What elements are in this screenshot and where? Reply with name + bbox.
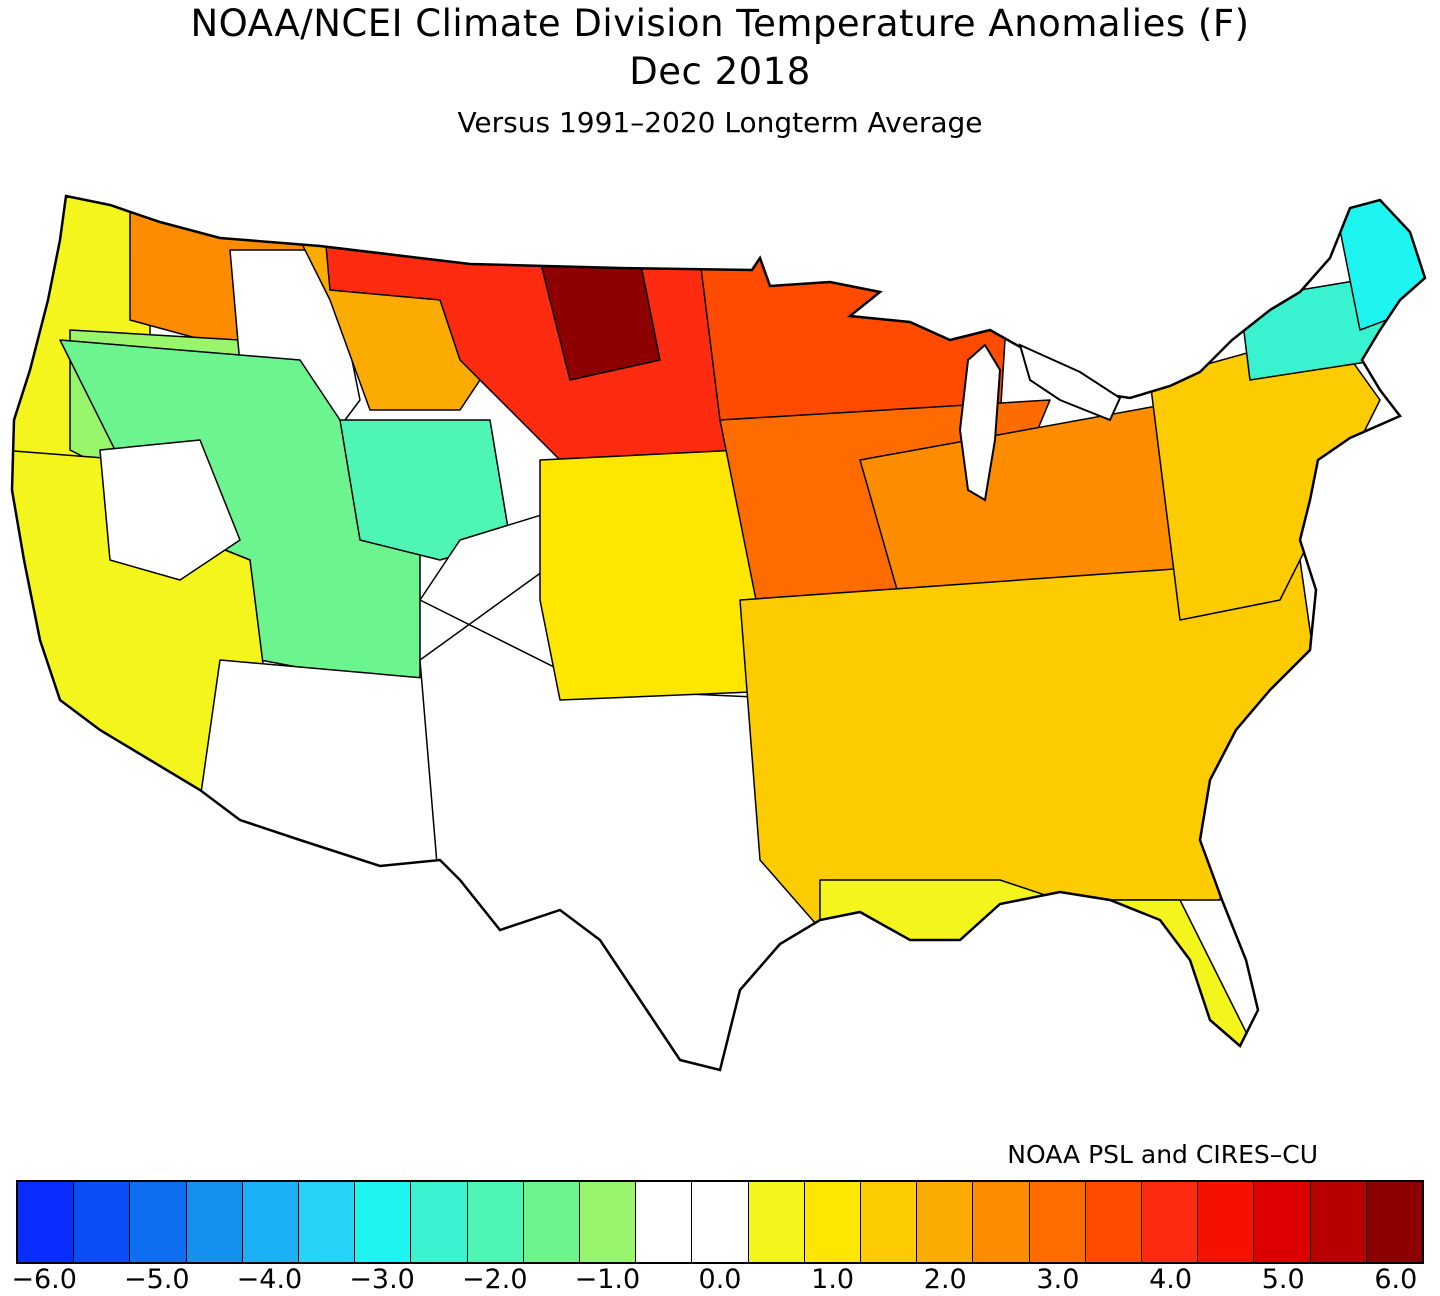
legend-swatch bbox=[636, 1182, 693, 1262]
legend-tick-label: −4.0 bbox=[236, 1264, 303, 1295]
legend-swatch bbox=[1254, 1182, 1311, 1262]
color-legend-ticks: −6.0 −5.0 −4.0 −3.0 −2.0 −1.0 0.0 1.0 2.0 3.0 4.0 5… bbox=[0, 1264, 1440, 1296]
legend-swatch bbox=[692, 1182, 749, 1262]
legend-swatch bbox=[917, 1182, 974, 1262]
legend-tick-label: −3.0 bbox=[349, 1264, 415, 1295]
legend-swatch bbox=[355, 1182, 412, 1262]
region-nevada-utah-desert bbox=[99, 439, 241, 581]
us-anomaly-map bbox=[10, 194, 1427, 1072]
map-subtitle: Versus 1991–2020 Longterm Average bbox=[457, 106, 983, 139]
legend-swatch bbox=[1310, 1182, 1367, 1262]
legend-swatch bbox=[1198, 1182, 1255, 1262]
legend-swatch bbox=[18, 1182, 75, 1262]
legend-swatch bbox=[242, 1182, 300, 1262]
legend-swatch bbox=[804, 1182, 862, 1262]
legend-swatch bbox=[299, 1182, 356, 1262]
legend-swatch bbox=[861, 1182, 918, 1262]
legend-tick-label: 3.0 bbox=[1036, 1264, 1080, 1295]
credit-label: NOAA PSL and CIRES–CU bbox=[1007, 1140, 1318, 1169]
lake-michigan bbox=[958, 343, 1002, 502]
legend-swatch bbox=[74, 1182, 131, 1262]
color-legend-bar bbox=[16, 1180, 1424, 1264]
legend-swatch bbox=[1085, 1182, 1143, 1262]
legend-tick-label: 5.0 bbox=[1261, 1264, 1305, 1295]
lake-great-lakes-east bbox=[1018, 343, 1122, 422]
legend-tick-label: −6.0 bbox=[11, 1264, 77, 1295]
legend-swatch bbox=[411, 1182, 468, 1262]
legend-swatch bbox=[1029, 1182, 1086, 1262]
legend-swatch bbox=[467, 1182, 524, 1262]
legend-tick-label: 6.0 bbox=[1374, 1264, 1418, 1295]
legend-tick-label: 0.0 bbox=[698, 1264, 742, 1295]
legend-swatch bbox=[580, 1182, 637, 1262]
legend-swatch bbox=[973, 1182, 1030, 1262]
legend-swatch bbox=[186, 1182, 243, 1262]
map-title: NOAA/NCEI Climate Division Temperature A… bbox=[190, 2, 1250, 45]
legend-tick-label: 2.0 bbox=[923, 1264, 967, 1295]
legend-tick-label: −5.0 bbox=[124, 1264, 190, 1295]
legend-tick-label: 4.0 bbox=[1149, 1264, 1193, 1295]
legend-swatch bbox=[130, 1182, 187, 1262]
map-period: Dec 2018 bbox=[629, 50, 811, 93]
legend-tick-label: 1.0 bbox=[811, 1264, 855, 1295]
legend-swatch bbox=[1366, 1182, 1423, 1262]
legend-tick-label: −2.0 bbox=[461, 1264, 528, 1295]
legend-swatch bbox=[748, 1182, 805, 1262]
legend-swatch bbox=[1142, 1182, 1199, 1262]
region-gulf-coast bbox=[819, 879, 1281, 1070]
legend-swatch bbox=[523, 1182, 581, 1262]
legend-tick-label: −1.0 bbox=[574, 1264, 641, 1295]
